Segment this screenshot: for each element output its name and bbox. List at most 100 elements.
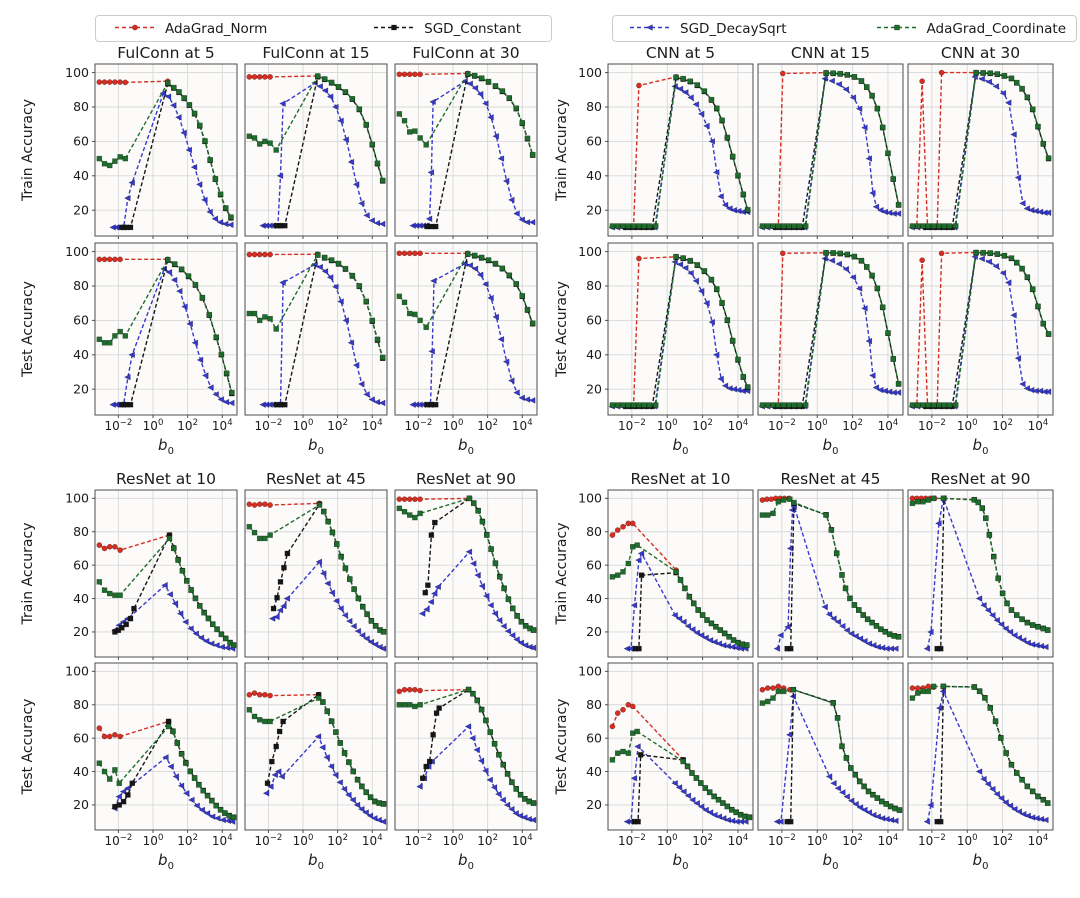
series-AdaGrad_Coordinate xyxy=(396,71,536,158)
subplot-cnn-train-2: CNN at 30 xyxy=(907,44,1054,239)
block-resnet-right: Train Accuracy 20 40 60 80 100 ResNet at 10 Res… xyxy=(554,470,1054,872)
x-tick-label: 10−2 xyxy=(404,833,432,848)
legend-label-adagrad-coordinate: AdaGrad_Coordinate xyxy=(926,20,1066,37)
x-tick-label: 10−2 xyxy=(254,833,282,848)
y-tick-label: 60 xyxy=(586,134,602,149)
x-tick-label: 104 xyxy=(512,833,533,848)
subplot-title: FulConn at 15 xyxy=(262,44,369,62)
subplot-fulconn-test-0: 20 40 60 80 100 10−2 100 102 104 b0 xyxy=(65,242,238,457)
series-AdaGrad_Coordinate xyxy=(759,249,902,408)
subplot-cnn-test-2: 10−2 100 102 104 b0 xyxy=(907,242,1054,457)
subplot-cnn-train-0: 20 40 60 80 100 CNN at 5 xyxy=(578,44,754,239)
x-tick-label: 100 xyxy=(443,418,464,433)
x-tick-label: 104 xyxy=(362,833,383,848)
y-tick-label: 60 xyxy=(586,313,602,328)
sgd-constant-marker-icon xyxy=(373,19,415,38)
y-tick-label: 80 xyxy=(73,99,89,114)
subplot-fulconn-train-2: FulConn at 30 xyxy=(394,44,538,239)
x-tick-label: 10−2 xyxy=(618,833,646,848)
y-tick-label: 40 xyxy=(586,591,602,606)
subplot-title: ResNet at 45 xyxy=(266,470,366,488)
x-tick-label: 102 xyxy=(477,833,498,848)
xlabel-b0: b0 xyxy=(458,436,474,457)
y-tick-label: 100 xyxy=(65,491,89,506)
series-AdaGrad_Coordinate xyxy=(609,728,753,821)
y-tick-label: 20 xyxy=(73,381,89,396)
xlabel-b0: b0 xyxy=(458,851,474,872)
y-tick-label: 100 xyxy=(65,244,89,259)
subplot-resnet_b-test-1: 10−2 100 102 104 b0 xyxy=(757,662,904,872)
legend-item-sgd-decaysqrt: SGD_DecaySqrt xyxy=(629,19,787,38)
y-tick-label: 20 xyxy=(586,797,602,812)
x-tick-label: 10−2 xyxy=(254,418,282,433)
series-AdaGrad_Coordinate xyxy=(609,542,750,649)
series-AdaGrad_Norm xyxy=(396,70,471,78)
xlabel-b0: b0 xyxy=(973,851,989,872)
subplot-resnet_b-train-1: ResNet at 45 xyxy=(757,470,904,660)
series-AdaGrad_Coordinate xyxy=(759,496,902,640)
adagrad-norm-marker-icon xyxy=(114,19,156,38)
x-tick-label: 104 xyxy=(212,833,233,848)
xlabel-b0: b0 xyxy=(823,851,839,872)
series-AdaGrad_Norm xyxy=(96,256,171,263)
series-SGD_DecaySqrt xyxy=(262,733,387,825)
x-tick-label: 100 xyxy=(657,833,678,848)
x-tick-label: 104 xyxy=(1028,833,1049,848)
subplot-cnn-train-1: CNN at 15 xyxy=(757,44,904,239)
subplot-title: ResNet at 90 xyxy=(416,470,516,488)
y-tick-label: 100 xyxy=(65,65,89,80)
series-SGD_DecaySqrt xyxy=(923,495,1049,652)
y-tick-label: 80 xyxy=(73,697,89,712)
subplot-fulconn-train-1: FulConn at 15 xyxy=(244,44,388,239)
x-tick-label: 100 xyxy=(957,418,978,433)
series-SGD_DecaySqrt xyxy=(418,548,537,652)
x-tick-label: 104 xyxy=(728,418,749,433)
series-AdaGrad_Norm xyxy=(246,251,321,258)
subplot-title: CNN at 15 xyxy=(791,44,870,62)
x-tick-label: 100 xyxy=(293,833,314,848)
sgd-decaysqrt-marker-icon xyxy=(629,19,671,38)
subplot-title: ResNet at 10 xyxy=(630,470,730,488)
series-AdaGrad_Coordinate xyxy=(246,73,386,184)
series-AdaGrad_Coordinate xyxy=(96,723,237,821)
y-tick-label: 80 xyxy=(73,278,89,293)
y-tick-label: 20 xyxy=(73,202,89,217)
ylabel-test: Test Accuracy xyxy=(554,699,570,796)
series-SGD_DecaySqrt xyxy=(923,688,1049,825)
x-tick-label: 102 xyxy=(177,833,198,848)
y-tick-label: 100 xyxy=(578,664,602,679)
legend-item-adagrad-norm: AdaGrad_Norm xyxy=(114,19,267,38)
series-SGD_DecaySqrt xyxy=(409,77,536,229)
series-AdaGrad_Coordinate xyxy=(759,686,903,814)
x-tick-label: 10−2 xyxy=(104,833,132,848)
ylabel-test: Test Accuracy xyxy=(554,281,570,378)
ylabel-test: Test Accuracy xyxy=(20,281,36,378)
y-tick-label: 100 xyxy=(578,244,602,259)
series-AdaGrad_Coordinate xyxy=(396,495,537,634)
y-tick-label: 60 xyxy=(73,557,89,572)
y-tick-label: 80 xyxy=(73,524,89,539)
y-tick-label: 20 xyxy=(73,624,89,639)
y-tick-label: 100 xyxy=(578,491,602,506)
ylabel-train: Train Accuracy xyxy=(20,523,36,626)
subplot-title: ResNet at 45 xyxy=(780,470,880,488)
subplot-resnet_a-test-2: 10−2 100 102 104 b0 xyxy=(394,662,538,872)
series-AdaGrad_Norm xyxy=(396,495,473,503)
series-AdaGrad_Coordinate xyxy=(396,250,536,331)
ylabel-test: Test Accuracy xyxy=(20,699,36,796)
subplot-title: FulConn at 5 xyxy=(117,44,214,62)
x-tick-label: 100 xyxy=(293,418,314,433)
x-tick-label: 102 xyxy=(177,418,198,433)
xlabel-b0: b0 xyxy=(673,436,689,457)
x-tick-label: 10−2 xyxy=(918,418,946,433)
subplot-resnet_b-train-0: 20 40 60 80 100 ResNet at 10 xyxy=(578,470,754,660)
series-SGD_DecaySqrt xyxy=(416,723,537,824)
subplot-fulconn-test-1: 10−2 100 102 104 b0 xyxy=(244,242,388,457)
subplot-resnet_a-test-1: 10−2 100 102 104 b0 xyxy=(244,662,388,872)
x-tick-label: 100 xyxy=(807,833,828,848)
y-tick-label: 80 xyxy=(586,99,602,114)
subplot-resnet_a-train-2: ResNet at 90 xyxy=(394,470,538,660)
y-tick-label: 100 xyxy=(578,65,602,80)
xlabel-b0: b0 xyxy=(158,436,174,457)
subplot-resnet_b-test-2: 10−2 100 102 104 b0 xyxy=(907,662,1054,872)
